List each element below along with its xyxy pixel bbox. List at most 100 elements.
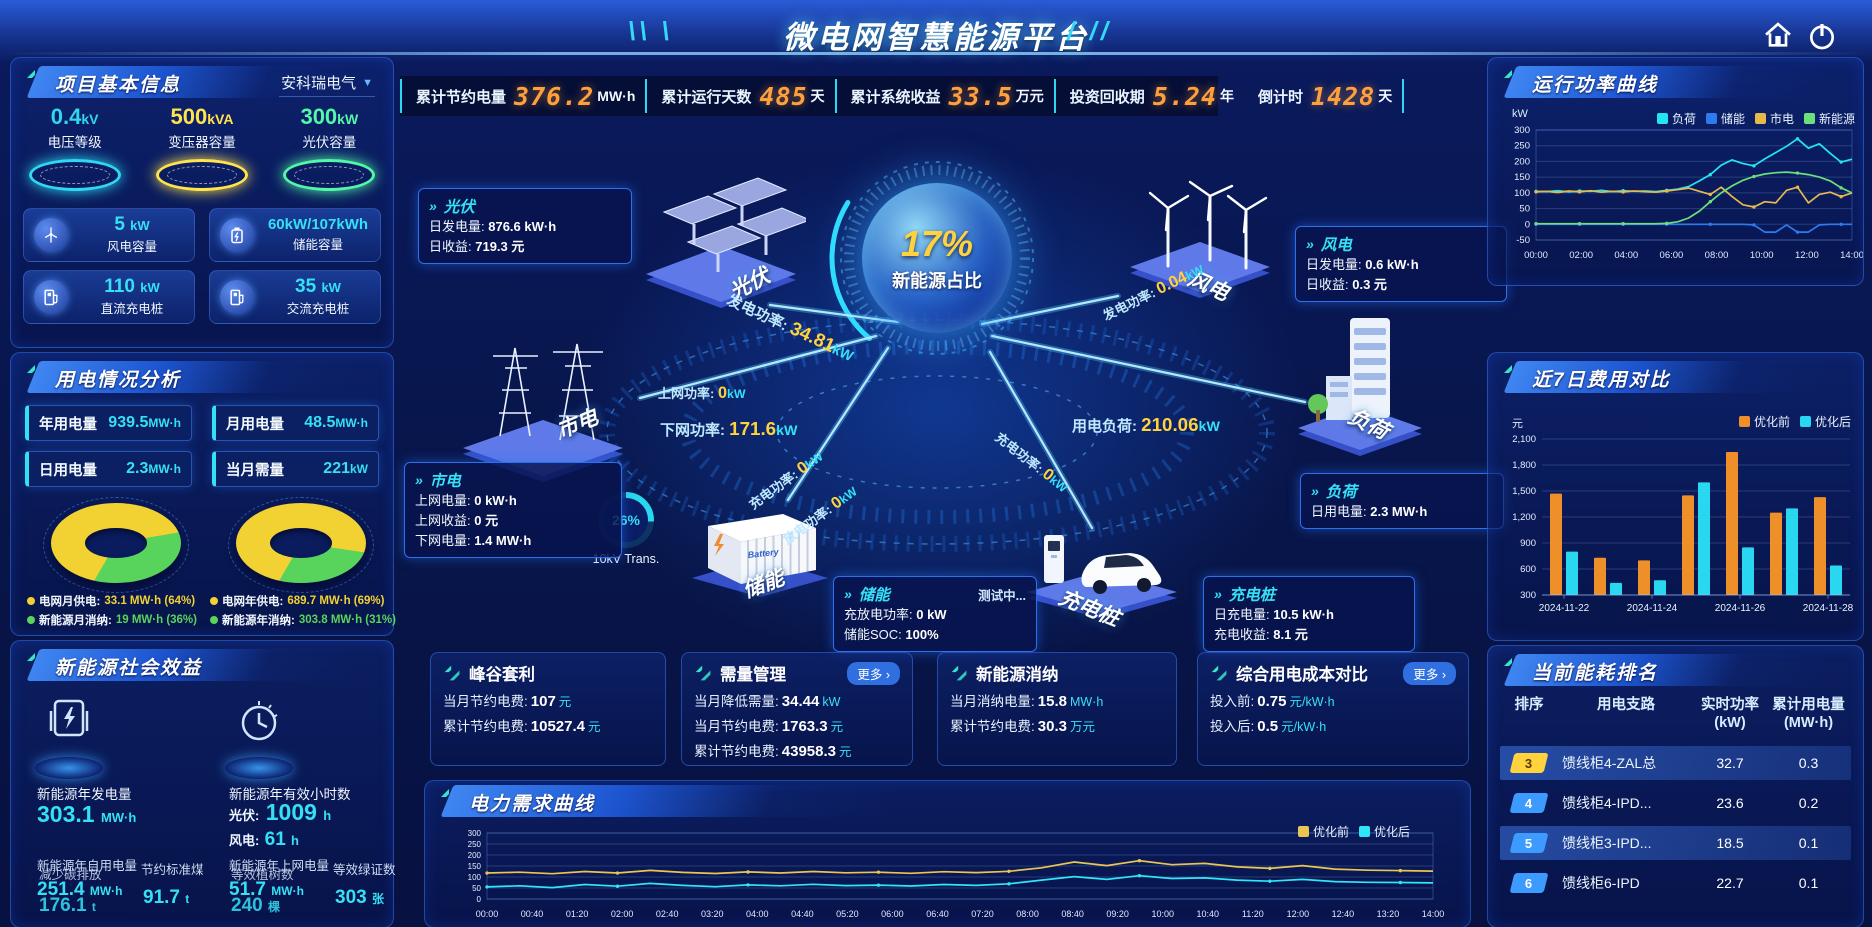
svg-text:14:00: 14:00: [1840, 250, 1863, 261]
capacity-card-1: 60kW/107kWh 储能容量: [209, 208, 381, 262]
panel-demand-curve: 电力需求曲线 优化前 优化后 300 250 200 150 100 50 0 00:00 00:…: [424, 780, 1471, 927]
rank-badge: 4: [1509, 793, 1549, 814]
svg-text:10:00: 10:00: [1750, 250, 1774, 261]
y-axis-unit: 元: [1512, 418, 1523, 430]
renewable-share-label: 新能源占比: [892, 271, 982, 291]
chevron-right-icon: »: [1311, 483, 1319, 499]
svg-text:12:00: 12:00: [1287, 909, 1310, 919]
kpi-4: 倒计时 1428 天: [1244, 79, 1405, 113]
svg-text:Battery: Battery: [747, 547, 780, 560]
bottom-card-0: 峰谷套利 当月节约电费: 107 元累计节约电费: 10527.4 元: [430, 652, 666, 766]
capacity-cone-1: 500kVA 变压器容量: [147, 104, 257, 204]
kpi-value: 376.2: [514, 81, 595, 111]
renewable-share-hub: 17% 新能源占比: [862, 183, 1012, 333]
renewable-share-value: 17%: [900, 223, 974, 264]
capacity-card-2: 110 kW 直流充电桩: [23, 270, 195, 324]
svg-text:100: 100: [1514, 188, 1530, 199]
kpi-label: 累计系统收益: [850, 88, 941, 106]
y-axis-unit: kW: [1512, 108, 1528, 120]
svg-text:300: 300: [468, 829, 482, 838]
legend-item[interactable]: 市电: [1754, 110, 1794, 127]
dc-charger-icon: [34, 280, 68, 314]
usage-donut-0: [43, 497, 189, 593]
benefit-glitch-block: 新能源年自用电量 减少碳排放 节约标准煤 251.4 MW·h 176.1 t 91.7 …: [37, 859, 204, 916]
benefit-label: 新能源年发电量: [37, 787, 132, 802]
svg-text:04:40: 04:40: [791, 909, 814, 919]
ac-charger-icon: [220, 280, 254, 314]
rank-row-3: 3 馈线柜4-ZAL总 32.7 0.3: [1500, 746, 1851, 781]
benefit-pv-hours: 光伏: 1009 h: [229, 799, 332, 825]
usage-stat-0: 年用电量 939.5MW·h: [25, 405, 192, 441]
chevron-right-icon: »: [1214, 586, 1222, 602]
svg-text:50: 50: [472, 884, 481, 893]
svg-text:00:00: 00:00: [1524, 250, 1548, 261]
demand-legend: 优化前 优化后: [1297, 823, 1410, 840]
donut-legend-item[interactable]: 电网月供电: 33.1 MW·h (64%): [27, 593, 195, 609]
more-button[interactable]: 更多 ›: [847, 661, 900, 685]
energy-rank-table: 排序 用电支路 实时功率 (kW) 累计用电量 (MW·h) 3 馈线柜4-ZAL总 32.7 0…: [1500, 696, 1851, 921]
legend-item[interactable]: 负荷: [1656, 110, 1696, 127]
panel-power-usage: 用电情况分析 年用电量 939.5MW·h 月用电量 48.5MW·h 日用电量 2.3M…: [10, 352, 396, 636]
donut-legend-item[interactable]: 新能源年消纳: 303.8 MW·h (31%): [210, 612, 396, 628]
panel-social-benefit: 新能源社会效益 新能源年发电量 303.1 MW·h 新能源年自用电量 减少碳排放 节约…: [10, 640, 396, 927]
svg-text:02:00: 02:00: [611, 909, 634, 919]
svg-text:06:00: 06:00: [881, 909, 904, 919]
capacity-cone-0: 0.4kV 电压等级: [20, 104, 130, 204]
svg-text:1,200: 1,200: [1512, 512, 1536, 523]
svg-text:2024-11-22: 2024-11-22: [1539, 603, 1590, 614]
page-title: 微电网智慧能源平台: [783, 20, 1089, 55]
wind-turbine-icon: [34, 218, 68, 252]
info-box-pv: » 光伏 日发电量: 876.6 kW·h 日收益: 719.3 元: [418, 188, 632, 265]
benefit-value: 303.1 MW·h: [37, 801, 137, 827]
donut-legend-item[interactable]: 新能源月消纳: 19 MW·h (36%): [27, 612, 197, 628]
svg-text:2,100: 2,100: [1512, 434, 1536, 445]
rank-row-5: 5 馈线柜3-IPD... 18.5 0.1: [1500, 826, 1851, 861]
svg-text:2024-11-24: 2024-11-24: [1627, 603, 1678, 614]
panel-title: 当前能耗排名: [1532, 663, 1659, 684]
legend-item[interactable]: 优化前: [1297, 823, 1349, 840]
svg-text:1,500: 1,500: [1512, 486, 1536, 497]
donut-legend-item[interactable]: 电网年供电: 689.7 MW·h (69%): [210, 593, 384, 609]
svg-text:08:00: 08:00: [1705, 250, 1729, 261]
cost-legend: 优化前 优化后: [1738, 413, 1851, 430]
panel-title: 项目基本信息: [55, 75, 182, 96]
svg-text:00:00: 00:00: [476, 909, 499, 919]
battery-icon: [220, 218, 254, 252]
legend-item[interactable]: 优化后: [1358, 823, 1410, 840]
kpi-label: 累计运行天数: [661, 88, 752, 106]
company-select-value: 安科瑞电气: [281, 75, 357, 92]
svg-text:200: 200: [468, 851, 482, 860]
panel-title: 新能源社会效益: [55, 658, 203, 679]
svg-text:10:40: 10:40: [1196, 909, 1219, 919]
usage-donut-1: [228, 497, 374, 593]
legend-item[interactable]: 优化前: [1738, 413, 1790, 430]
rank-table-header: 排序 用电支路 实时功率 (kW) 累计用电量 (MW·h): [1514, 697, 1845, 732]
legend-item[interactable]: 优化后: [1799, 413, 1851, 430]
svg-text:13:20: 13:20: [1377, 909, 1400, 919]
svg-text:14:00: 14:00: [1422, 909, 1445, 919]
chevron-right-icon: »: [1306, 236, 1314, 252]
svg-text:11:20: 11:20: [1242, 909, 1264, 919]
bottom-card-1: 需量管理 更多 › 当月降低需量: 34.44 kW 当月节约电费: 1763.3 元累计节约…: [681, 652, 913, 766]
info-box-ev: » 充电桩 日充电量: 10.5 kW·h 充电收益: 8.1 元: [1203, 576, 1415, 653]
svg-text:50: 50: [1519, 204, 1530, 215]
more-button[interactable]: 更多 ›: [1403, 661, 1456, 685]
svg-text:150: 150: [1514, 172, 1530, 183]
kpi-value: 1428: [1311, 81, 1376, 111]
legend-item[interactable]: 新能源: [1803, 110, 1855, 127]
kpi-2: 累计系统收益 33.5 万元: [834, 79, 1054, 113]
power-icon[interactable]: [1806, 20, 1838, 52]
legend-item[interactable]: 储能: [1705, 110, 1745, 127]
svg-text:07:20: 07:20: [971, 909, 994, 919]
kpi-value: 5.24: [1152, 81, 1218, 111]
usage-stat-1: 月用电量 48.5MW·h: [212, 405, 379, 441]
svg-text:02:00: 02:00: [1569, 250, 1593, 261]
flow-label-grid-down: 下网功率: 171.6kW: [660, 418, 798, 439]
company-select[interactable]: 安科瑞电气 ▼: [279, 72, 375, 97]
capacity-card-3: 35 kW 交流充电桩: [209, 270, 381, 324]
svg-text:2024-11-26: 2024-11-26: [1715, 603, 1766, 614]
home-icon[interactable]: [1762, 20, 1794, 52]
demand-chart: 300 250 200 150 100 50 0 00:00 00:40 01:20 02:00 02…: [468, 829, 1445, 919]
rank-row-6: 6 馈线柜6-IPD 22.7 0.1: [1500, 866, 1851, 900]
